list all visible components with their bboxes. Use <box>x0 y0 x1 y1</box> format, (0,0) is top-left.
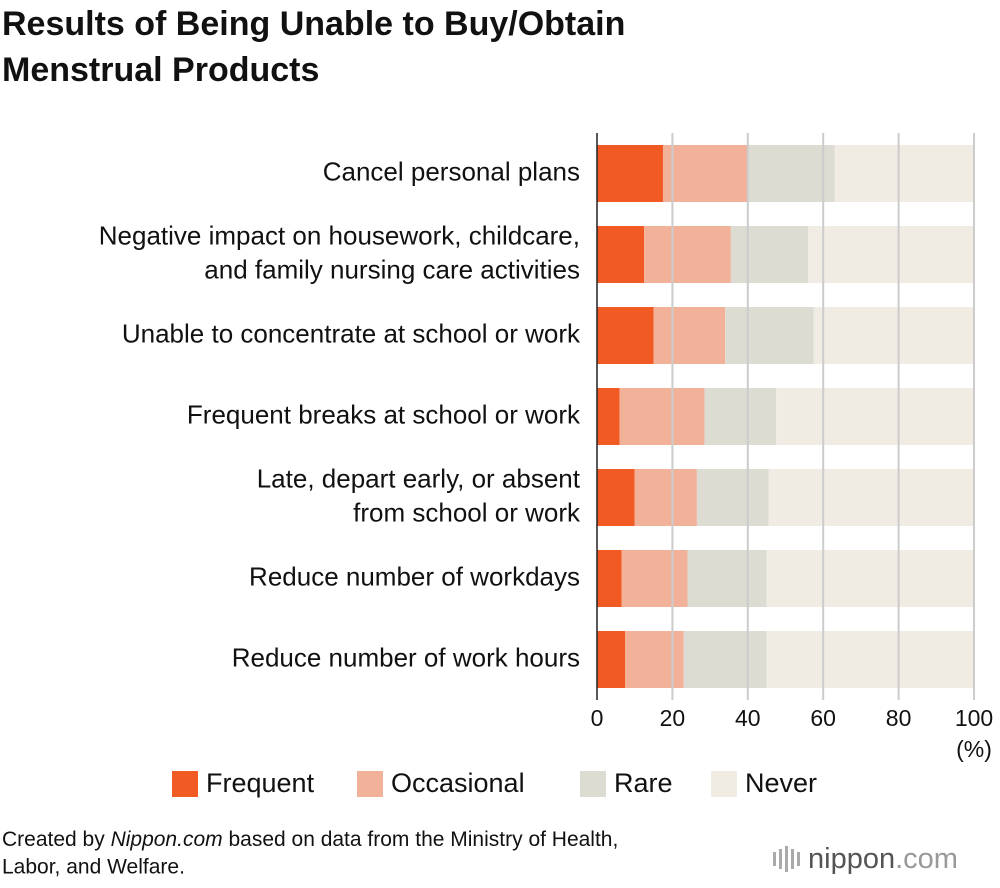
source-note: Created by Nippon.com based on data from… <box>2 828 618 851</box>
bar-segment <box>619 388 705 445</box>
source-text: Created by <box>2 828 111 851</box>
bar-segment <box>597 550 622 607</box>
bar-segment <box>813 307 974 364</box>
legend-swatch <box>357 771 383 797</box>
bar-segment <box>768 469 974 526</box>
legend-label: Never <box>745 768 817 798</box>
legend-swatch <box>580 771 606 797</box>
bar-segment <box>747 145 835 202</box>
bar-segment <box>808 226 974 283</box>
bar-segment <box>625 631 684 688</box>
x-tick-label: 40 <box>735 705 761 731</box>
bar-segment <box>597 145 663 202</box>
logo-text: nippon.com <box>808 843 958 875</box>
logo-text: nippon <box>808 843 895 875</box>
category-label: Frequent breaks at school or work <box>187 399 581 429</box>
category-label: Unable to concentrate at school or work <box>122 318 581 348</box>
bar-segment <box>725 307 814 364</box>
bar-segment <box>687 550 767 607</box>
chart-title: Results of Being Unable to Buy/Obtain <box>2 5 625 43</box>
x-tick-label: 80 <box>886 705 912 731</box>
bar-segment <box>766 550 974 607</box>
bar-segment <box>597 631 626 688</box>
bar-segment <box>597 388 620 445</box>
source-text: Nippon.com <box>111 828 223 851</box>
category-label: Late, depart early, or absent <box>257 463 581 493</box>
bar-segment <box>704 388 777 445</box>
x-axis-label: (%) <box>956 736 992 762</box>
bar-segment <box>683 631 767 688</box>
legend-swatch <box>172 771 198 797</box>
category-label: Cancel personal plans <box>323 156 580 186</box>
legend-label: Occasional <box>391 768 525 798</box>
bar-segment <box>662 145 748 202</box>
bar-segment <box>597 469 635 526</box>
x-tick-label: 0 <box>591 705 604 731</box>
bar-segment <box>730 226 809 283</box>
legend-label: Rare <box>614 768 673 798</box>
bar-segment <box>696 469 769 526</box>
bar-segment <box>834 145 974 202</box>
legend-swatch <box>711 771 737 797</box>
bar-segment <box>597 307 654 364</box>
category-label: from school or work <box>353 497 581 527</box>
category-label: Negative impact on housework, childcare, <box>99 220 580 250</box>
x-tick-label: 60 <box>810 705 836 731</box>
bar-segment <box>766 631 974 688</box>
logo-text: .com <box>895 843 958 875</box>
bar-segment <box>653 307 726 364</box>
category-label: and family nursing care activities <box>204 254 580 284</box>
category-label: Reduce number of workdays <box>249 561 580 591</box>
chart-title: Menstrual Products <box>2 51 319 89</box>
source-text: based on data from the Ministry of Healt… <box>223 828 619 851</box>
bar-segment <box>644 226 731 283</box>
x-tick-label: 20 <box>660 705 686 731</box>
logo: nippon.com <box>773 843 958 875</box>
category-label: Reduce number of work hours <box>232 642 580 672</box>
bar-segment <box>597 226 645 283</box>
bar-segment <box>634 469 697 526</box>
bar-segment <box>621 550 688 607</box>
x-tick-label: 100 <box>955 705 993 731</box>
source-note: Labor, and Welfare. <box>2 856 185 879</box>
bar-segment <box>776 388 974 445</box>
legend-label: Frequent <box>206 768 315 798</box>
